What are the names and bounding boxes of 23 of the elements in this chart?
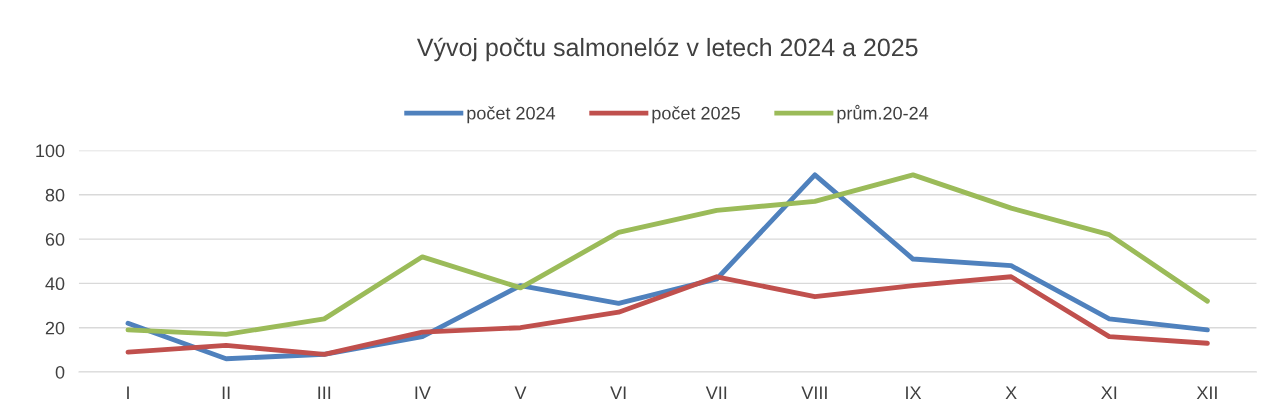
x-tick-label: IX <box>906 386 922 399</box>
y-tick-label: 60 <box>45 233 65 246</box>
x-tick-label: III <box>318 386 331 399</box>
x-tick-label: X <box>1005 386 1017 399</box>
legend-label: počet 2025 <box>652 106 740 124</box>
x-tick-label: VII <box>705 386 727 399</box>
y-tick-label: 40 <box>45 277 65 291</box>
y-tick-label: 80 <box>45 188 65 202</box>
x-tick-label: XI <box>1101 386 1117 399</box>
y-tick-label: 0 <box>55 365 65 379</box>
x-tick-label: I <box>127 386 129 399</box>
y-tick-label: 20 <box>45 321 65 335</box>
x-tick-label: V <box>514 386 527 399</box>
legend-label: počet 2024 <box>467 106 556 124</box>
x-tick-label: VIII <box>801 386 827 399</box>
legend-label: prům.20-24 <box>837 104 929 124</box>
y-tick-label: 100 <box>36 144 65 158</box>
chart-title: Vývoj počtu salmonelóz v letech 2024 a 2025 <box>416 37 918 62</box>
line-series <box>125 274 1210 357</box>
x-tick-label: II <box>222 386 230 399</box>
x-tick-label: VI <box>610 386 626 399</box>
x-tick-label: IV <box>415 386 431 399</box>
x-tick-label: XII <box>1196 386 1217 399</box>
